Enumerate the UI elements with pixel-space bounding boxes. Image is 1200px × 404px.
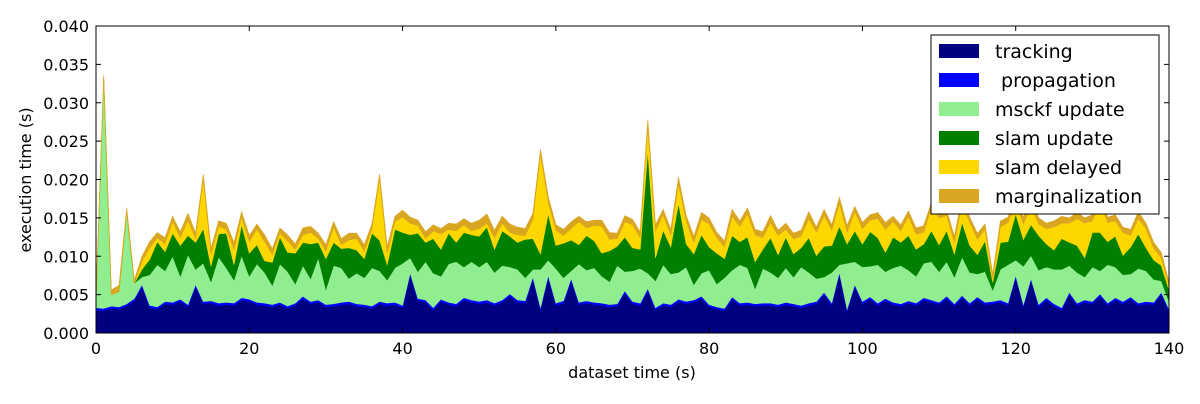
x-tick-label: 100 xyxy=(847,339,878,358)
y-tick-label: 0.035 xyxy=(43,55,89,74)
legend-label: slam delayed xyxy=(995,157,1122,179)
y-tick-label: 0.000 xyxy=(43,324,89,343)
y-axis-label: execution time (s) xyxy=(16,107,35,252)
legend-swatch xyxy=(939,160,979,174)
y-tick-label: 0.015 xyxy=(43,209,89,228)
x-tick-label: 60 xyxy=(546,339,566,358)
legend-swatch xyxy=(939,44,979,58)
y-tick-label: 0.040 xyxy=(43,17,89,36)
y-axis: 0.000 0.005 0.010 0.015 0.020 0.025 0.030 0.035… xyxy=(43,17,1169,343)
legend-swatch xyxy=(939,102,979,116)
x-tick-label: 0 xyxy=(91,339,101,358)
legend-label: marginalization xyxy=(995,186,1142,208)
y-tick-label: 0.025 xyxy=(43,132,89,151)
x-tick-label: 80 xyxy=(699,339,719,358)
x-tick-label: 20 xyxy=(239,339,259,358)
legend-swatch xyxy=(939,189,979,203)
x-tick-label: 140 xyxy=(1154,339,1185,358)
x-axis: 0 20 40 60 80 100 120 140 xyxy=(91,26,1184,358)
y-tick-label: 0.020 xyxy=(43,171,89,190)
x-axis-label: dataset time (s) xyxy=(568,363,696,382)
legend-label: slam update xyxy=(995,128,1113,150)
legend: tracking propagation msckf update slam upd… xyxy=(930,34,1160,215)
legend-swatch xyxy=(939,131,979,145)
legend-label: msckf update xyxy=(995,99,1125,121)
y-tick-label: 0.005 xyxy=(43,286,89,305)
x-tick-label: 40 xyxy=(392,339,412,358)
legend-label: tracking xyxy=(995,41,1073,63)
legend-label: propagation xyxy=(995,70,1116,92)
x-tick-label: 120 xyxy=(1000,339,1031,358)
legend-swatch xyxy=(939,73,979,87)
y-tick-label: 0.010 xyxy=(43,247,89,266)
y-tick-label: 0.030 xyxy=(43,94,89,113)
legend-frame xyxy=(930,34,1160,215)
